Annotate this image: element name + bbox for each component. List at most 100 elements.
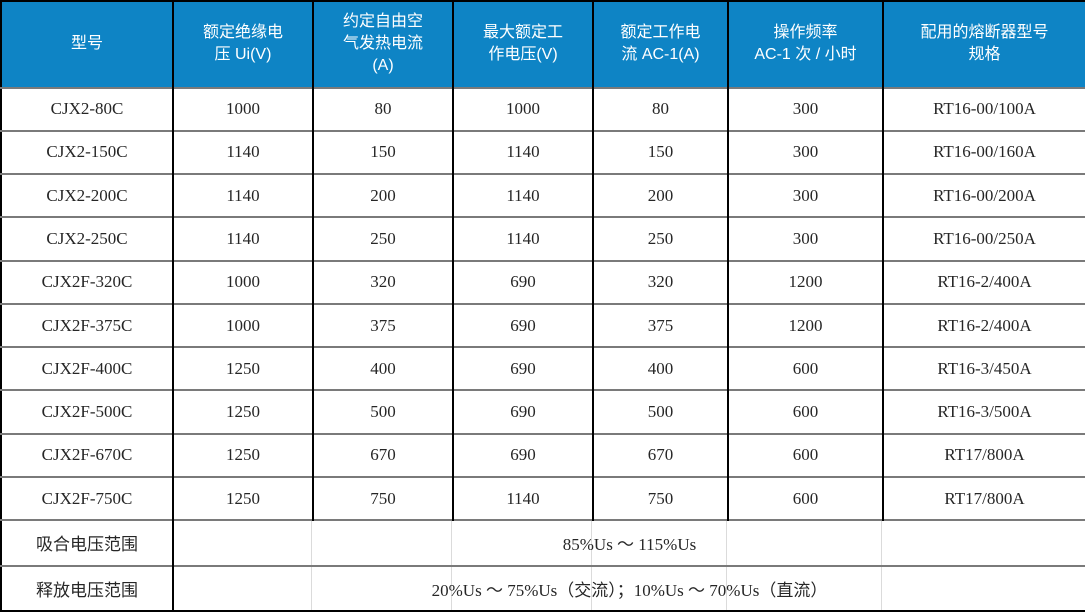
cell: 600 — [727, 389, 883, 434]
cell-model: CJX2-80C — [1, 86, 173, 131]
cell: 1250 — [172, 432, 313, 477]
cell: 1250 — [172, 389, 313, 434]
cell: 600 — [727, 346, 883, 391]
faint-gridline — [881, 567, 882, 610]
table-row: CJX2F-670C 1250 670 690 670 600 RT17/800… — [1, 432, 1085, 477]
cell: 250 — [312, 216, 453, 261]
cell: 320 — [312, 259, 453, 304]
footer-label: 吸合电压范围 — [1, 519, 173, 566]
cell: 400 — [312, 346, 453, 391]
header-row: 型号 额定绝缘电 压 Ui(V) 约定自由空 气发热电流 (A) 最大额定工 作… — [1, 1, 1085, 88]
cell: 690 — [452, 346, 593, 391]
table-row: CJX2-250C 1140 250 1140 250 300 RT16-00/… — [1, 216, 1085, 261]
cell-model: CJX2-200C — [1, 173, 173, 218]
cell-model: CJX2F-320C — [1, 259, 173, 304]
cell-model: CJX2-250C — [1, 216, 173, 261]
cell-fuse: RT16-00/160A — [882, 129, 1085, 175]
cell: 375 — [312, 302, 453, 348]
cell: 1140 — [172, 216, 313, 261]
cell-fuse: RT16-3/450A — [882, 346, 1085, 391]
cell: 690 — [452, 259, 593, 304]
cell-model: CJX2F-400C — [1, 346, 173, 391]
header-cell-model: 型号 — [1, 1, 173, 88]
faint-gridline — [881, 522, 882, 565]
cell: 200 — [312, 173, 453, 218]
footer-value-pickup: 85%Us ～ 115%Us — [172, 519, 1085, 566]
cell-model: CJX2F-375C — [1, 302, 173, 348]
cell: 600 — [727, 475, 883, 521]
cell: 1250 — [172, 475, 313, 521]
footer-value-text: 85%Us ～ 115%Us — [562, 535, 697, 555]
table-row: CJX2F-400C 1250 400 690 400 600 RT16-3/4… — [1, 346, 1085, 391]
cell-fuse: RT16-2/400A — [882, 259, 1085, 304]
cell-model: CJX2-150C — [1, 129, 173, 175]
header-cell-working-current: 额定工作电 流 AC-1(A) — [592, 1, 728, 88]
cell: 300 — [727, 173, 883, 218]
header-cell-insulation-voltage: 额定绝缘电 压 Ui(V) — [172, 1, 313, 88]
cell: 1140 — [172, 129, 313, 175]
cell: 80 — [312, 86, 453, 131]
cell: 690 — [452, 389, 593, 434]
cell-fuse: RT17/800A — [882, 475, 1085, 521]
footer-value-release: 20%Us ～ 75%Us（交流）；10%Us ～ 70%Us（直流） — [172, 564, 1085, 611]
footer-row-release-voltage: 释放电压范围 20%Us ～ 75%Us（交流）；10%Us ～ 70%Us（直… — [1, 564, 1085, 611]
table-row: CJX2F-320C 1000 320 690 320 1200 RT16-2/… — [1, 259, 1085, 304]
faint-gridline — [311, 522, 312, 565]
cell: 300 — [727, 86, 883, 131]
header-cell-thermal-current: 约定自由空 气发热电流 (A) — [312, 1, 453, 88]
footer-label: 释放电压范围 — [1, 564, 173, 611]
cell: 1000 — [172, 302, 313, 348]
cell: 750 — [312, 475, 453, 521]
cell: 150 — [312, 129, 453, 175]
cell: 750 — [592, 475, 728, 521]
header-cell-max-working-voltage: 最大额定工 作电压(V) — [452, 1, 593, 88]
cell-model: CJX2F-670C — [1, 432, 173, 477]
cell: 600 — [727, 432, 883, 477]
cell: 670 — [592, 432, 728, 477]
table-row: CJX2-150C 1140 150 1140 150 300 RT16-00/… — [1, 129, 1085, 175]
cell: 1250 — [172, 346, 313, 391]
cell: 300 — [727, 129, 883, 175]
footer-row-pickup-voltage: 吸合电压范围 85%Us ～ 115%Us — [1, 519, 1085, 566]
cell-fuse: RT16-3/500A — [882, 389, 1085, 434]
cell-fuse: RT16-00/250A — [882, 216, 1085, 261]
cell: 375 — [592, 302, 728, 348]
cell: 150 — [592, 129, 728, 175]
cell: 500 — [312, 389, 453, 434]
cell: 80 — [592, 86, 728, 131]
cell-fuse: RT16-00/100A — [882, 86, 1085, 131]
table-row: CJX2F-750C 1250 750 1140 750 600 RT17/80… — [1, 475, 1085, 521]
table-row: CJX2F-375C 1000 375 690 375 1200 RT16-2/… — [1, 302, 1085, 348]
cell: 250 — [592, 216, 728, 261]
cell: 1140 — [452, 216, 593, 261]
cell: 320 — [592, 259, 728, 304]
cell: 300 — [727, 216, 883, 261]
faint-gridline — [451, 522, 452, 565]
header-cell-operation-frequency: 操作频率 AC-1 次 / 小时 — [727, 1, 883, 88]
cell: 1140 — [452, 475, 593, 521]
table-row: CJX2-80C 1000 80 1000 80 300 RT16-00/100… — [1, 86, 1085, 131]
cell: 1200 — [727, 259, 883, 304]
cell: 1200 — [727, 302, 883, 348]
cell: 1000 — [172, 86, 313, 131]
faint-gridline — [726, 522, 727, 565]
cell: 1140 — [452, 173, 593, 218]
table-row: CJX2F-500C 1250 500 690 500 600 RT16-3/5… — [1, 389, 1085, 434]
table-row: CJX2-200C 1140 200 1140 200 300 RT16-00/… — [1, 173, 1085, 218]
cell: 670 — [312, 432, 453, 477]
header-cell-fuse-spec: 配用的熔断器型号 规格 — [882, 1, 1085, 88]
cell: 200 — [592, 173, 728, 218]
cell-model: CJX2F-750C — [1, 475, 173, 521]
cell: 1000 — [452, 86, 593, 131]
cell: 400 — [592, 346, 728, 391]
cell-model: CJX2F-500C — [1, 389, 173, 434]
cell: 1140 — [172, 173, 313, 218]
cell-fuse: RT16-2/400A — [882, 302, 1085, 348]
cell: 500 — [592, 389, 728, 434]
cell: 1140 — [452, 129, 593, 175]
cell: 1000 — [172, 259, 313, 304]
cell-fuse: RT16-00/200A — [882, 173, 1085, 218]
cell: 690 — [452, 302, 593, 348]
